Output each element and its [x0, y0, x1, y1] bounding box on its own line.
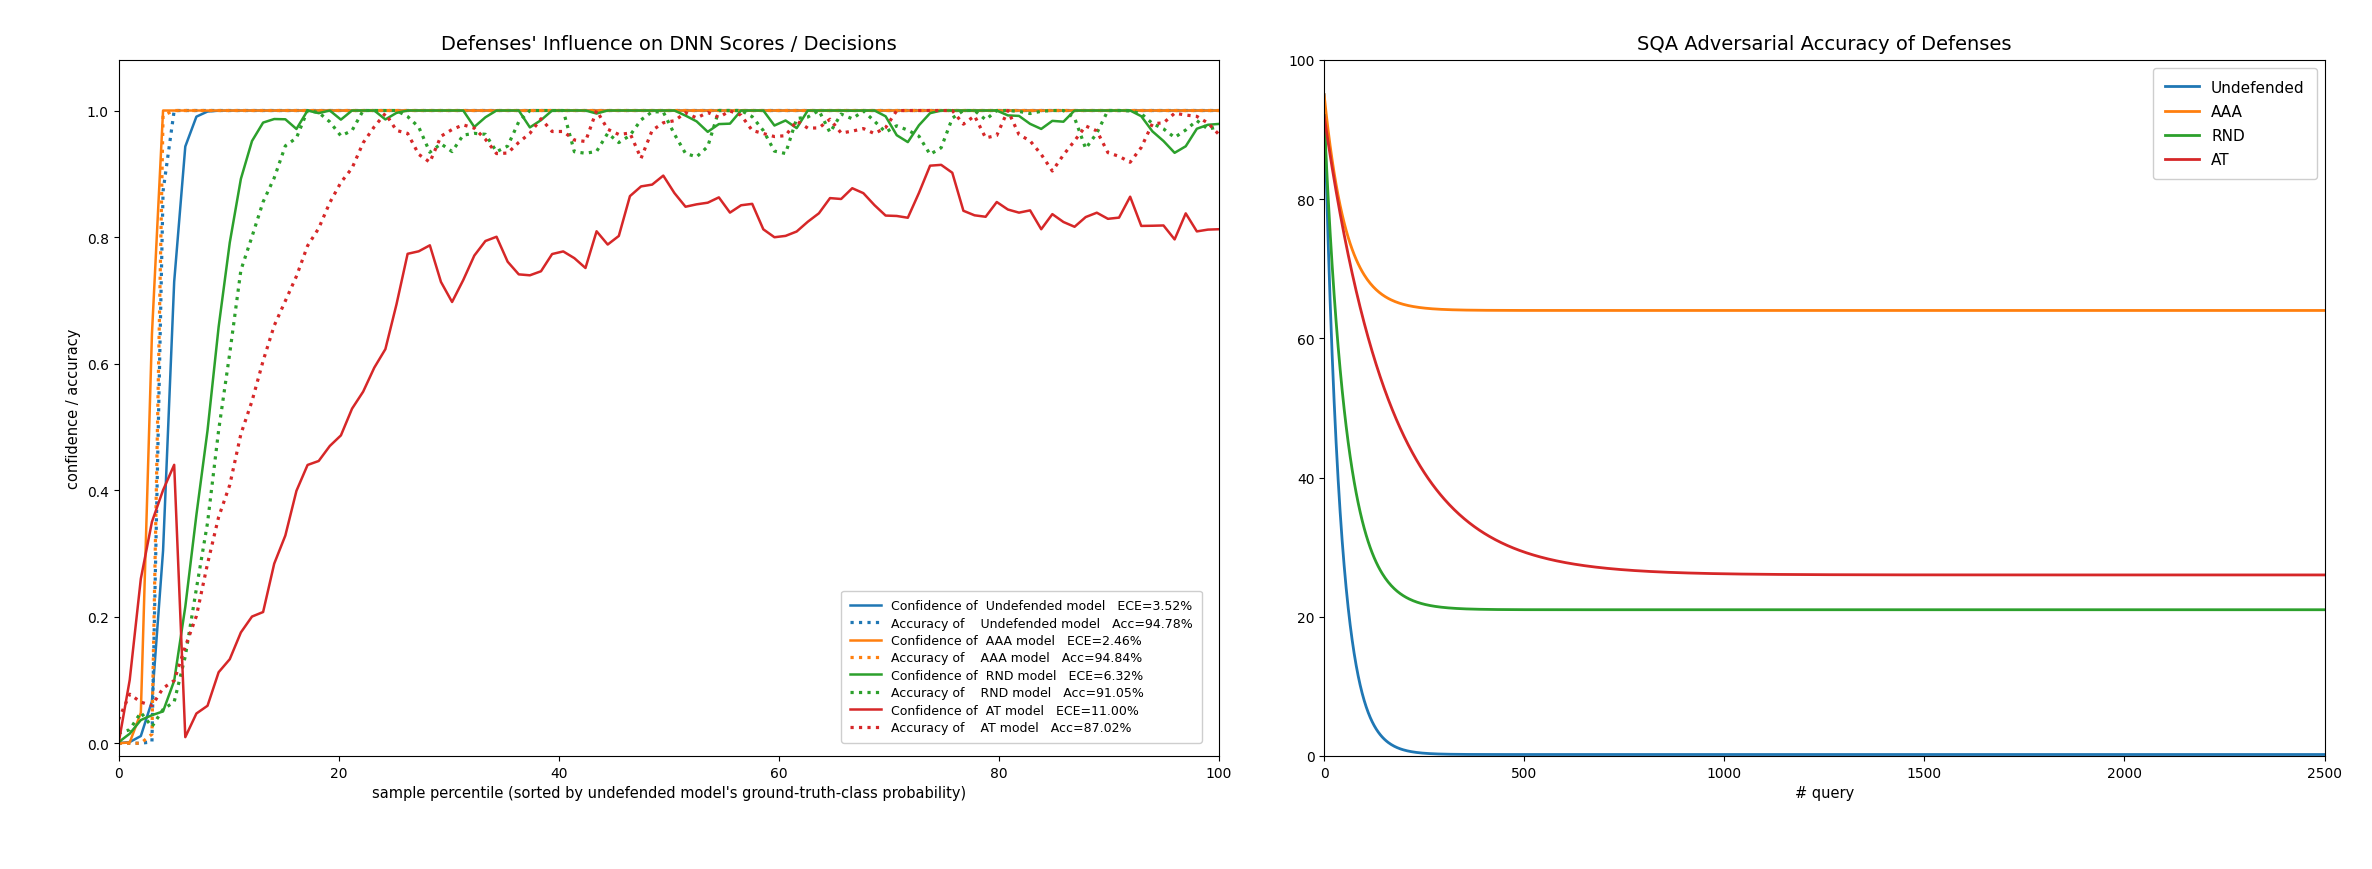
AAA [2310, 306, 2339, 316]
AT [2310, 570, 2339, 580]
AT [1997, 570, 2026, 580]
RND [1411, 600, 1440, 610]
Line: AAA: AAA [1324, 96, 2325, 311]
AT [2109, 570, 2137, 580]
AT [1751, 569, 1779, 580]
RND [1751, 605, 1779, 615]
X-axis label: # query: # query [1796, 786, 1855, 800]
Undefended [2310, 749, 2339, 760]
Undefended [2109, 749, 2137, 760]
Legend: Confidence of  Undefended model   ECE=3.52%, Accuracy of    Undefended model   A: Confidence of Undefended model ECE=3.52%… [842, 591, 1203, 743]
Undefended [1997, 749, 2026, 760]
RND [1997, 605, 2026, 615]
Line: AT: AT [1324, 116, 2325, 575]
Undefended [2092, 749, 2121, 760]
RND [2109, 605, 2137, 615]
RND [1715, 605, 1743, 615]
RND [1309, 111, 1338, 122]
AAA [2109, 306, 2137, 316]
AAA [2111, 306, 2140, 316]
Line: Undefended: Undefended [1324, 96, 2325, 754]
Line: RND: RND [1324, 116, 2325, 610]
RND [2161, 605, 2189, 615]
Undefended [2004, 749, 2033, 760]
RND [2090, 605, 2118, 615]
Legend: Undefended, AAA, RND, AT: Undefended, AAA, RND, AT [2154, 69, 2317, 180]
AT [1309, 111, 1338, 122]
Title: SQA Adversarial Accuracy of Defenses: SQA Adversarial Accuracy of Defenses [1637, 35, 2011, 54]
AAA [1751, 306, 1779, 316]
Title: Defenses' Influence on DNN Scores / Decisions: Defenses' Influence on DNN Scores / Deci… [441, 35, 897, 54]
AT [1715, 569, 1743, 580]
X-axis label: sample percentile (sorted by undefended model's ground-truth-class probability): sample percentile (sorted by undefended … [372, 786, 965, 800]
AAA [2090, 306, 2118, 316]
Undefended [1411, 748, 1440, 759]
RND [2310, 605, 2339, 615]
AT [1411, 471, 1440, 481]
Y-axis label: confidence / accuracy: confidence / accuracy [66, 328, 81, 488]
AAA [1309, 90, 1338, 101]
Undefended [1715, 749, 1743, 760]
AAA [1715, 306, 1743, 316]
AT [2090, 570, 2118, 580]
AAA [1411, 303, 1440, 314]
Undefended [1751, 749, 1779, 760]
AAA [1997, 306, 2026, 316]
Undefended [1309, 90, 1338, 101]
